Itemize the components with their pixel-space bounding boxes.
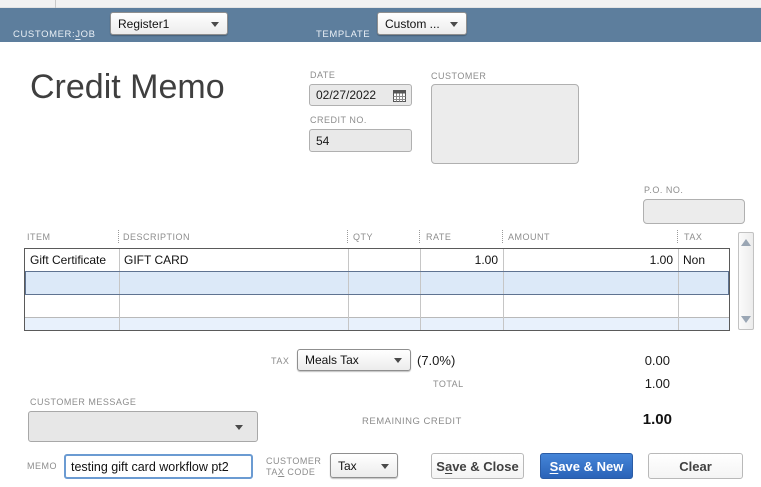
customer-message-label: CUSTOMER MESSAGE (30, 397, 137, 407)
cell-item[interactable] (25, 295, 119, 317)
clear-button[interactable]: Clear (648, 453, 743, 479)
line-items-table: Gift Certificate GIFT CARD 1.00 1.00 Non (24, 248, 730, 331)
tax-dropdown-value: Meals Tax (305, 353, 359, 367)
scroll-up-icon[interactable] (741, 239, 751, 246)
cell-tax[interactable] (678, 272, 729, 294)
scroll-down-icon[interactable] (741, 316, 751, 323)
cell-tax[interactable]: Non (683, 253, 706, 267)
tax-dropdown[interactable]: Meals Tax (297, 349, 411, 371)
col-header-item: ITEM (27, 232, 51, 242)
customer-box-label: CUSTOMER (431, 71, 487, 81)
grid-line (119, 249, 120, 330)
memo-label: MEMO (27, 461, 57, 471)
customer-job-value: Register1 (118, 16, 170, 31)
customer-tax-code-label: CUSTOMER TAX CODE (266, 456, 322, 477)
tax-amount: 0.00 (644, 353, 670, 368)
remaining-credit-label: REMAINING CREDIT (362, 416, 462, 427)
grid-line (678, 249, 679, 330)
customer-job-label: CUSTOMER:JOB (13, 29, 96, 40)
cell-description[interactable]: GIFT CARD (124, 253, 189, 267)
table-scrollbar[interactable] (738, 232, 754, 330)
chevron-down-icon (394, 358, 402, 363)
total-value: 1.00 (644, 376, 670, 391)
date-label: DATE (310, 70, 336, 80)
tax-label: TAX (271, 356, 290, 366)
cell-rate[interactable] (420, 272, 503, 294)
customer-job-dropdown[interactable]: Register1 (110, 12, 228, 35)
total-label: TOTAL (433, 379, 464, 389)
column-separator (677, 230, 678, 243)
col-header-amount: AMOUNT (508, 232, 550, 242)
table-row-selected[interactable] (25, 272, 729, 295)
template-value: Custom ... (385, 16, 440, 31)
po-no-input[interactable] (643, 199, 745, 224)
cell-qty[interactable] (348, 272, 420, 294)
cell-description[interactable] (119, 295, 348, 317)
cell-qty[interactable] (348, 249, 420, 271)
tax-rate-text: (7.0%) (417, 353, 456, 368)
table-row[interactable] (25, 295, 729, 318)
po-no-label: P.O. NO. (644, 185, 684, 195)
cell-description[interactable] (119, 272, 348, 294)
column-separator (347, 230, 348, 243)
cell-qty[interactable] (348, 295, 420, 317)
col-header-tax: TAX (684, 232, 703, 242)
table-row[interactable] (25, 318, 729, 330)
cell-item[interactable] (25, 318, 119, 330)
cell-description[interactable] (119, 318, 348, 330)
grid-line (420, 249, 421, 330)
page-title: Credit Memo (30, 68, 225, 106)
cell-rate[interactable]: 1.00 (474, 253, 498, 267)
memo-input[interactable] (64, 454, 253, 479)
customer-message-dropdown[interactable] (28, 411, 258, 442)
column-separator (502, 230, 503, 243)
col-header-qty: QTY (353, 232, 374, 242)
grid-line (348, 249, 349, 330)
template-dropdown[interactable]: Custom ... (377, 12, 467, 35)
customer-tax-code-dropdown[interactable]: Tax (330, 453, 398, 478)
credit-no-label: CREDIT NO. (310, 115, 367, 125)
chevron-down-icon (235, 424, 243, 430)
cell-amount[interactable] (503, 318, 678, 330)
cell-tax[interactable] (678, 318, 729, 330)
chevron-down-icon (450, 21, 458, 27)
cell-rate[interactable] (420, 318, 503, 330)
calendar-icon[interactable] (393, 89, 406, 102)
date-value: 02/27/2022 (316, 88, 377, 102)
credit-no-value: 54 (316, 133, 330, 148)
remaining-credit-value: 1.00 (642, 411, 672, 428)
template-label: TEMPLATE (316, 29, 371, 40)
save-new-button[interactable]: Save & New (540, 453, 633, 479)
cell-item[interactable]: Gift Certificate (30, 253, 107, 267)
cell-amount[interactable]: 1.00 (649, 253, 673, 267)
col-header-rate: RATE (426, 232, 452, 242)
save-close-button[interactable]: Save & Close (431, 453, 524, 479)
column-separator (118, 230, 119, 243)
cell-qty[interactable] (348, 318, 420, 330)
cell-tax[interactable] (678, 295, 729, 317)
cell-rate[interactable] (420, 295, 503, 317)
date-input[interactable]: 02/27/2022 (309, 84, 412, 106)
chevron-down-icon (211, 21, 219, 27)
cell-item[interactable] (25, 272, 119, 294)
column-separator (419, 230, 420, 243)
window-edge-strip (0, 0, 761, 8)
cell-amount[interactable] (503, 295, 678, 317)
customer-tax-code-value: Tax (338, 458, 357, 473)
col-header-description: DESCRIPTION (123, 232, 191, 242)
grid-line (503, 249, 504, 330)
chevron-down-icon (381, 463, 389, 469)
form-header-bar: CUSTOMER:JOB Register1 TEMPLATE Custom .… (0, 8, 761, 42)
credit-no-input[interactable]: 54 (309, 129, 412, 152)
table-row[interactable]: Gift Certificate GIFT CARD 1.00 1.00 Non (25, 249, 729, 272)
cell-amount[interactable] (503, 272, 678, 294)
customer-address-box[interactable] (431, 84, 579, 164)
